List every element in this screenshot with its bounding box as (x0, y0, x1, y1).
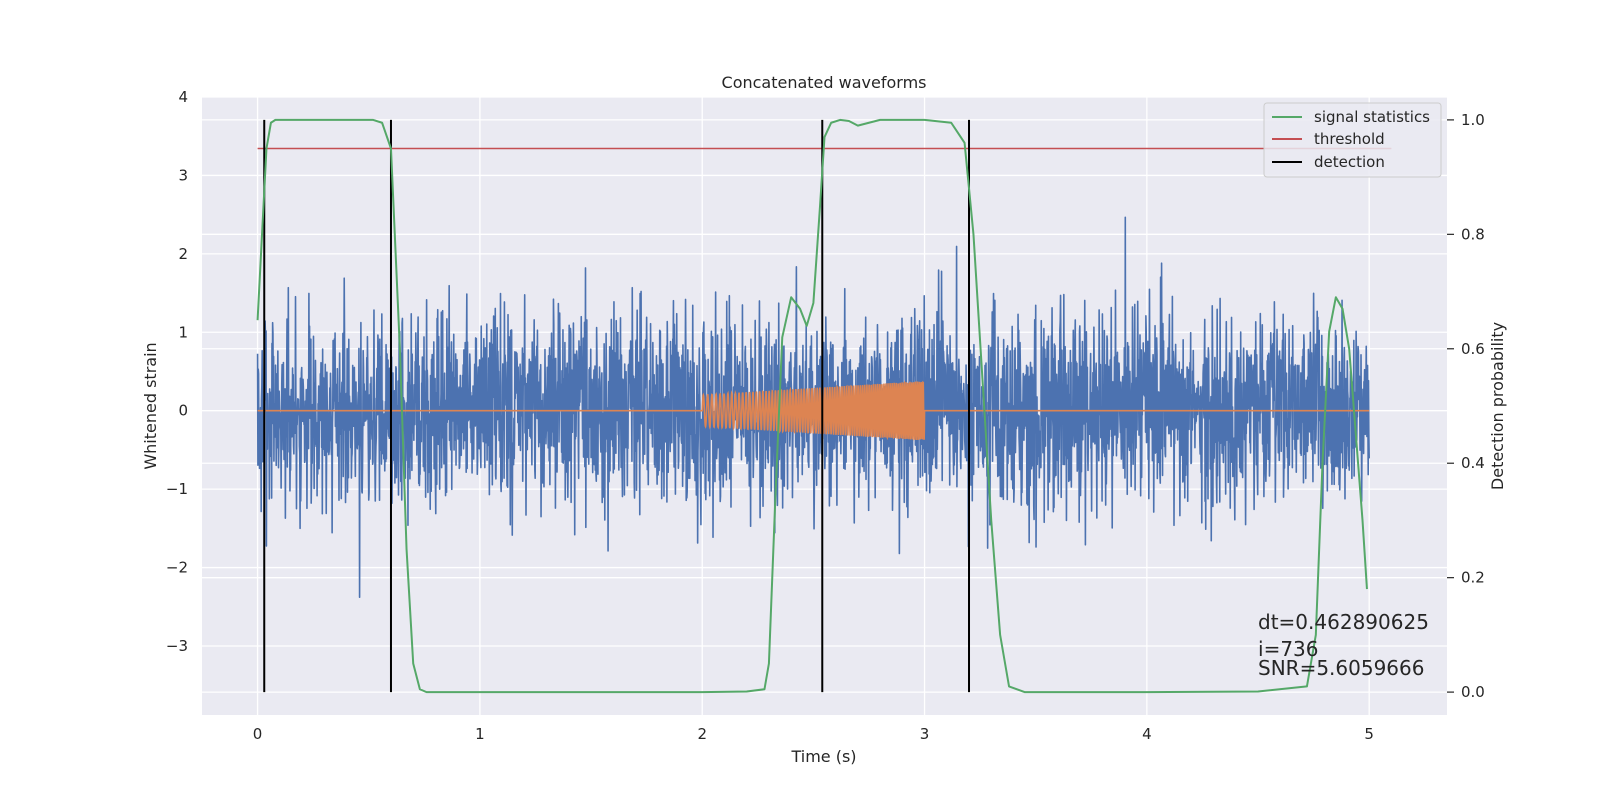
y-tick-label: −2 (166, 559, 188, 577)
legend-label-threshold: threshold (1314, 130, 1385, 148)
y2-tick-label: 0.0 (1461, 683, 1485, 701)
y-tick-label: 3 (178, 166, 188, 184)
y2-tick-label: 0.6 (1461, 340, 1485, 358)
signal-statistics-line (256, 118, 1368, 694)
series-noise-line (256, 216, 1370, 599)
y-tick-label: 1 (178, 323, 188, 341)
y2-tick-label: 0.4 (1461, 454, 1485, 472)
stats-annotation: SNR=5.6059666 (1258, 656, 1424, 680)
y-tick-label: −3 (166, 637, 188, 655)
y-tick-label: 4 (178, 88, 188, 106)
x-tick-label: 3 (920, 725, 930, 743)
legend-box (1263, 102, 1442, 178)
chart-title: Concatenated waveforms (722, 73, 927, 92)
stats-annotation: i=736 (1258, 637, 1319, 661)
x-axis-label: Time (s) (790, 747, 856, 766)
y-tick-label: 2 (178, 245, 188, 263)
y-axis-label: Whitened strain (141, 342, 160, 469)
x-tick-label: 5 (1364, 725, 1374, 743)
series-chirp-line (257, 380, 1370, 441)
y-tick-label: 0 (178, 402, 188, 420)
legend: signal statistics threshold detection (1263, 102, 1442, 178)
series-layer (256, 118, 1392, 694)
x-tick-label: 1 (475, 725, 485, 743)
tick-labels: 0 1 2 3 4 5 4 3 2 1 0 −1 −2 −3 1.0 0.8 0.6 0.4 0.2 0.0 (166, 88, 1485, 743)
y2-tick-label: 0.2 (1461, 569, 1485, 587)
y2-tick-label: 0.8 (1461, 225, 1485, 243)
y-tick-label: −1 (166, 480, 188, 498)
legend-label-signal-statistics: signal statistics (1314, 108, 1430, 126)
stats-annotation: dt=0.462890625 (1258, 610, 1429, 634)
x-tick-label: 0 (253, 725, 263, 743)
legend-label-detection: detection (1314, 153, 1385, 171)
y2-tick-label: 1.0 (1461, 111, 1485, 129)
y2-axis-label: Detection probability (1488, 322, 1507, 490)
x-tick-label: 4 (1142, 725, 1152, 743)
x-tick-label: 2 (697, 725, 707, 743)
